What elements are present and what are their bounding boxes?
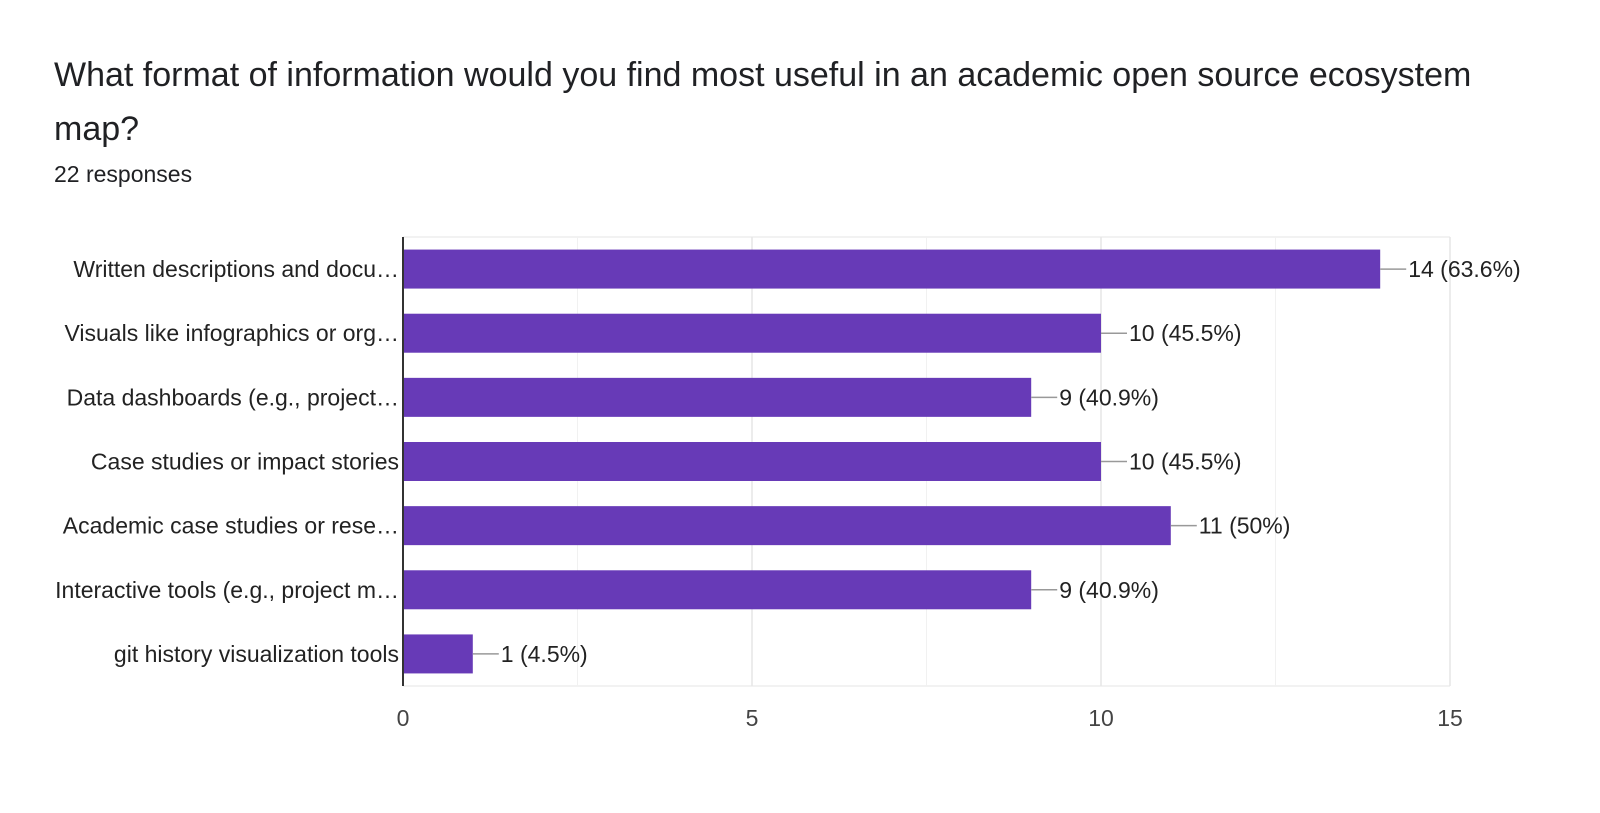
data-label: 9 (40.9%) bbox=[1059, 384, 1159, 410]
data-label: 1 (4.5%) bbox=[501, 641, 588, 667]
category-label: Academic case studies or rese… bbox=[63, 513, 399, 539]
data-label: 11 (50%) bbox=[1199, 513, 1291, 539]
category-label: Interactive tools (e.g., project m… bbox=[55, 577, 399, 603]
question-title: What format of information would you fin… bbox=[54, 56, 1472, 148]
bar bbox=[403, 313, 1101, 353]
bar bbox=[403, 570, 1032, 610]
bar bbox=[403, 634, 473, 674]
bar bbox=[403, 249, 1381, 289]
bar bbox=[403, 506, 1171, 546]
category-label: Visuals like infographics or org… bbox=[64, 320, 399, 346]
data-label: 10 (45.5%) bbox=[1129, 449, 1242, 475]
response-count: 22 responses bbox=[54, 161, 193, 187]
bar bbox=[403, 442, 1101, 481]
category-label: git history visualization tools bbox=[114, 641, 399, 667]
x-tick-label: 5 bbox=[746, 705, 759, 731]
x-tick-label: 0 bbox=[397, 705, 410, 731]
category-label: Written descriptions and docu… bbox=[73, 256, 399, 282]
category-label: Case studies or impact stories bbox=[91, 449, 399, 475]
data-label: 9 (40.9%) bbox=[1059, 577, 1159, 603]
x-tick-label: 10 bbox=[1088, 705, 1114, 731]
data-label: 10 (45.5%) bbox=[1129, 320, 1242, 346]
x-tick-label: 15 bbox=[1437, 705, 1463, 731]
bar bbox=[403, 377, 1032, 417]
category-label: Data dashboards (e.g., project… bbox=[67, 384, 399, 410]
data-label: 14 (63.6%) bbox=[1408, 256, 1521, 282]
